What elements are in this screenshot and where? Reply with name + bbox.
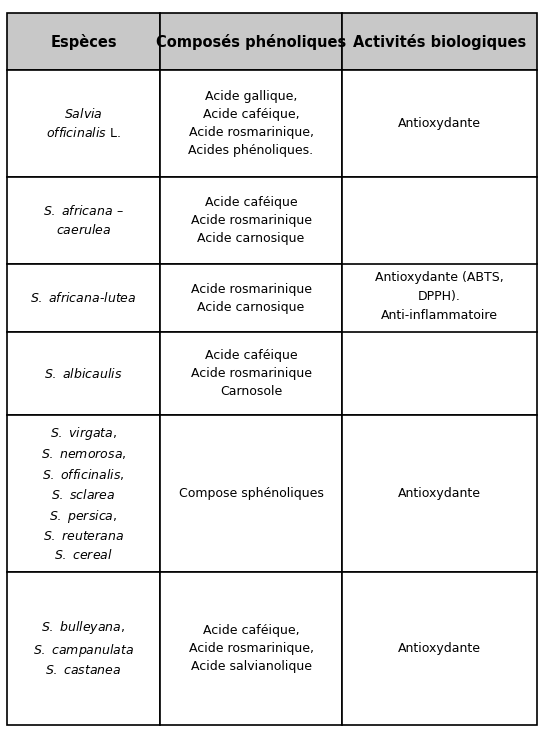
Text: Antioxydante: Antioxydante: [398, 642, 481, 655]
Bar: [160, 332, 342, 415]
Bar: [7, 13, 160, 70]
Bar: [342, 70, 537, 177]
Bar: [160, 13, 342, 70]
Text: Antioxydante (ABTS,
DPPH).
Anti-inflammatoire: Antioxydante (ABTS, DPPH). Anti-inflamma…: [375, 271, 504, 322]
Text: Composés phénoliques: Composés phénoliques: [156, 34, 346, 49]
Bar: [7, 264, 160, 332]
Text: $\mathit{S.}$ $\mathit{albicaulis}$: $\mathit{S.}$ $\mathit{albicaulis}$: [44, 367, 123, 381]
Bar: [7, 177, 160, 264]
Bar: [160, 572, 342, 725]
Bar: [160, 415, 342, 572]
Bar: [160, 177, 342, 264]
Bar: [342, 13, 537, 70]
Text: $\mathit{S.}$ $\mathit{africana}$ –
$\mathit{caerulea}$: $\mathit{S.}$ $\mathit{africana}$ – $\ma…: [43, 204, 124, 238]
Text: $\mathit{S.}$ $\mathit{africana}$-$\mathit{lutea}$: $\mathit{S.}$ $\mathit{africana}$-$\math…: [30, 292, 137, 305]
Text: $\mathit{S.}$ $\mathit{bulleyana,}$
$\mathit{S.}$ $\mathit{campanulata}$
$\mathi: $\mathit{S.}$ $\mathit{bulleyana,}$ $\ma…: [33, 619, 134, 677]
Text: Compose sphénoliques: Compose sphénoliques: [178, 487, 324, 500]
Bar: [7, 572, 160, 725]
Text: Antioxydante: Antioxydante: [398, 117, 481, 130]
Bar: [160, 70, 342, 177]
Bar: [160, 264, 342, 332]
Bar: [7, 332, 160, 415]
Text: Activités biologiques: Activités biologiques: [353, 34, 526, 49]
Bar: [342, 177, 537, 415]
Bar: [342, 572, 537, 725]
Text: Antioxydante: Antioxydante: [398, 487, 481, 500]
Bar: [7, 70, 160, 177]
Text: Acide gallique,
Acide caféique,
Acide rosmarinique,
Acides phénoliques.: Acide gallique, Acide caféique, Acide ro…: [188, 90, 314, 157]
Text: Acide caféique,
Acide rosmarinique,
Acide salvianolique: Acide caféique, Acide rosmarinique, Acid…: [189, 624, 313, 673]
Text: Acide caféique
Acide rosmarinique
Carnosole: Acide caféique Acide rosmarinique Carnos…: [190, 349, 312, 399]
Text: Espèces: Espèces: [50, 34, 117, 49]
Text: Acide caféique
Acide rosmarinique
Acide carnosique: Acide caféique Acide rosmarinique Acide …: [190, 196, 312, 245]
Text: Acide rosmarinique
Acide carnosique: Acide rosmarinique Acide carnosique: [190, 283, 312, 314]
Bar: [7, 415, 160, 572]
Bar: [342, 415, 537, 572]
Text: $\mathit{S.}$ $\mathit{virgata,}$
$\mathit{S.}$ $\mathit{nemorosa,}$
$\mathit{S.: $\mathit{S.}$ $\mathit{virgata,}$ $\math…: [41, 425, 126, 562]
Text: $\mathit{Salvia}$
$\mathit{officinalis}$ L.: $\mathit{Salvia}$ $\mathit{officinalis}$…: [46, 107, 121, 140]
